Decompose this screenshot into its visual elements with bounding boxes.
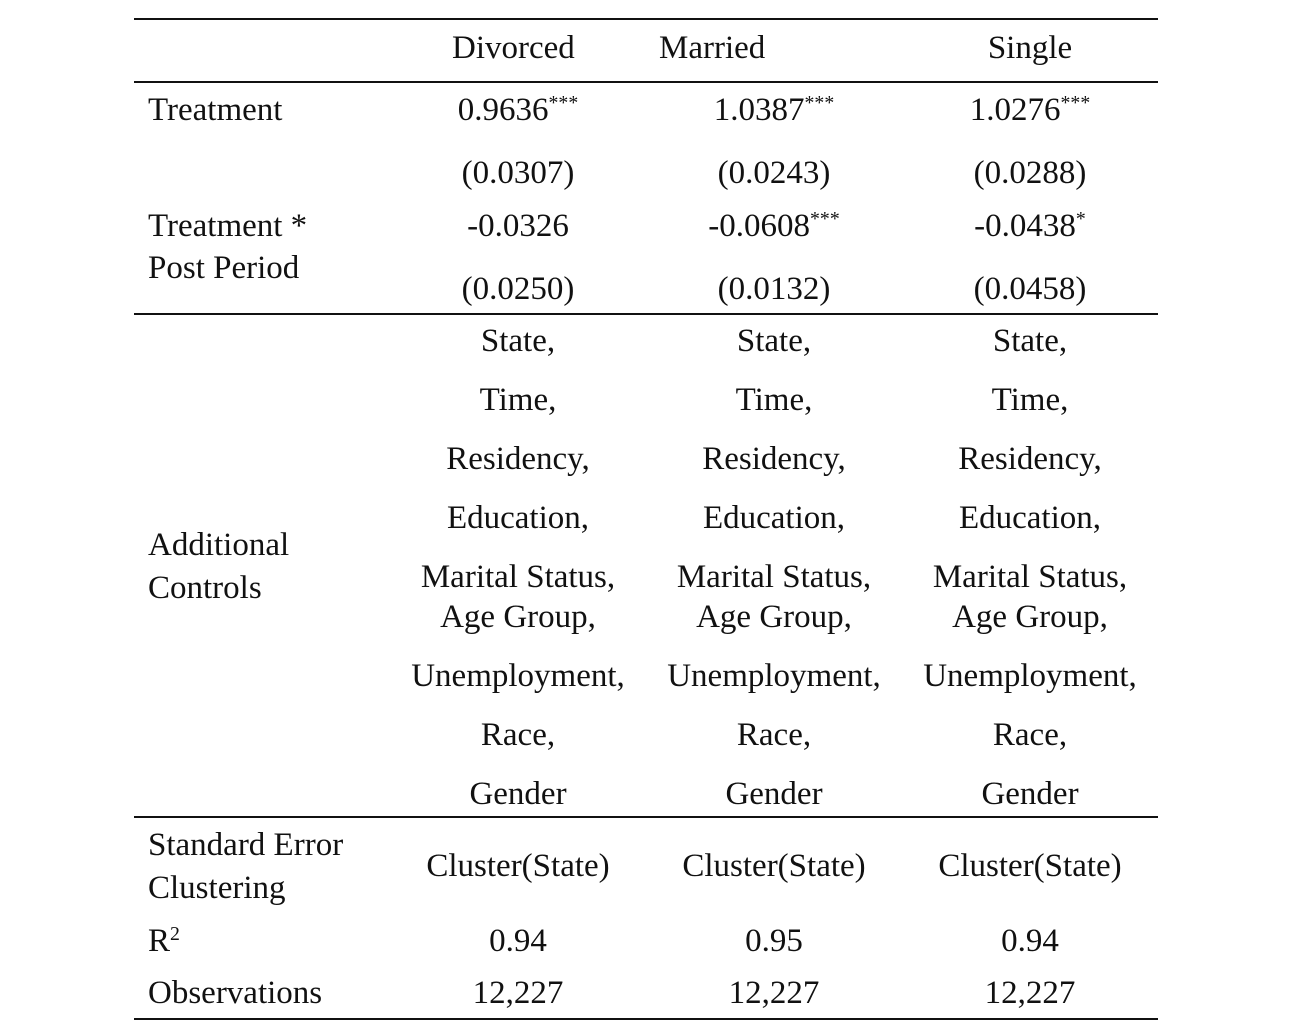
control-item-single: Time, <box>991 382 1069 418</box>
coef-treatment-single: 1.0276*** <box>969 92 1091 128</box>
r2-label-superscript: 2 <box>170 923 180 946</box>
column-header-divorced: Divorced <box>452 30 575 66</box>
control-item-single: Marital Status, <box>932 559 1128 595</box>
top-rule <box>134 18 1158 20</box>
control-item-single: Gender <box>981 776 1079 812</box>
row-label-observations: Observations <box>148 975 323 1011</box>
coef-interaction-married: -0.0608*** <box>708 208 840 244</box>
control-item-divorced: Time, <box>479 382 557 418</box>
clustering-single: Cluster(State) <box>938 848 1122 884</box>
r2-single: 0.94 <box>1001 923 1059 959</box>
control-item-divorced: Race, <box>480 717 556 753</box>
control-item-single: State, <box>992 323 1068 359</box>
control-item-married: Marital Status, <box>676 559 872 595</box>
se-treatment-married: (0.0243) <box>717 155 831 191</box>
coef-value: 1.0276 <box>969 92 1061 128</box>
row-label-r2: R2 <box>148 923 180 959</box>
control-item-divorced: Marital Status, <box>420 559 616 595</box>
coef-value: -0.0608 <box>708 208 811 244</box>
control-item-married: Unemployment, <box>667 658 881 694</box>
bottom-rule <box>134 1018 1158 1020</box>
row-label-clustering-line1: Standard Error <box>148 827 344 863</box>
se-interaction-divorced: (0.0250) <box>461 271 575 307</box>
coef-treatment-divorced: 0.9636*** <box>457 92 579 128</box>
header-rule <box>134 81 1158 83</box>
se-interaction-single: (0.0458) <box>973 271 1087 307</box>
coef-interaction-divorced: -0.0326 <box>467 208 569 244</box>
observations-married: 12,227 <box>728 975 820 1011</box>
clustering-divorced: Cluster(State) <box>426 848 610 884</box>
significance-stars: *** <box>804 92 835 115</box>
control-item-single: Race, <box>992 717 1068 753</box>
coef-value: 0.9636 <box>457 92 549 128</box>
se-treatment-single: (0.0288) <box>973 155 1087 191</box>
row-label-treatment: Treatment <box>148 92 283 128</box>
control-item-single: Education, <box>958 500 1102 536</box>
control-item-divorced: Unemployment, <box>411 658 625 694</box>
row-label-controls-line1: Additional <box>148 527 290 563</box>
control-item-married: Time, <box>735 382 813 418</box>
coef-value: 1.0387 <box>713 92 805 128</box>
mid-rule-2 <box>134 816 1158 818</box>
coef-treatment-married: 1.0387*** <box>713 92 835 128</box>
control-item-married: Race, <box>736 717 812 753</box>
row-label-interaction-line2: Post Period <box>148 250 300 286</box>
control-item-married: Age Group, <box>696 599 852 635</box>
r2-label-base: R <box>148 923 171 959</box>
mid-rule-1 <box>134 313 1158 315</box>
control-item-divorced: Residency, <box>446 441 590 477</box>
se-interaction-married: (0.0132) <box>717 271 831 307</box>
control-item-single: Age Group, <box>952 599 1108 635</box>
control-item-married: Education, <box>702 500 846 536</box>
significance-stars: * <box>1075 208 1086 231</box>
significance-stars: *** <box>810 208 840 231</box>
control-item-married: Residency, <box>702 441 846 477</box>
control-item-divorced: State, <box>480 323 556 359</box>
column-header-single: Single <box>987 30 1073 66</box>
row-label-controls-line2: Controls <box>148 570 262 606</box>
significance-stars: *** <box>548 92 579 115</box>
column-header-married: Married <box>659 30 766 66</box>
control-item-divorced: Education, <box>446 500 590 536</box>
control-item-divorced: Age Group, <box>440 599 596 635</box>
observations-single: 12,227 <box>984 975 1076 1011</box>
observations-divorced: 12,227 <box>472 975 564 1011</box>
r2-divorced: 0.94 <box>489 923 547 959</box>
control-item-single: Residency, <box>958 441 1102 477</box>
significance-stars: *** <box>1060 92 1091 115</box>
se-treatment-divorced: (0.0307) <box>461 155 575 191</box>
clustering-married: Cluster(State) <box>682 848 866 884</box>
row-label-clustering-line2: Clustering <box>148 870 286 906</box>
r2-married: 0.95 <box>745 923 803 959</box>
control-item-single: Unemployment, <box>923 658 1137 694</box>
control-item-married: Gender <box>725 776 823 812</box>
row-label-interaction-line1: Treatment * <box>148 208 308 244</box>
coef-interaction-single: -0.0438* <box>974 208 1086 244</box>
coef-value: -0.0438 <box>974 208 1076 244</box>
control-item-divorced: Gender <box>469 776 567 812</box>
control-item-married: State, <box>736 323 812 359</box>
